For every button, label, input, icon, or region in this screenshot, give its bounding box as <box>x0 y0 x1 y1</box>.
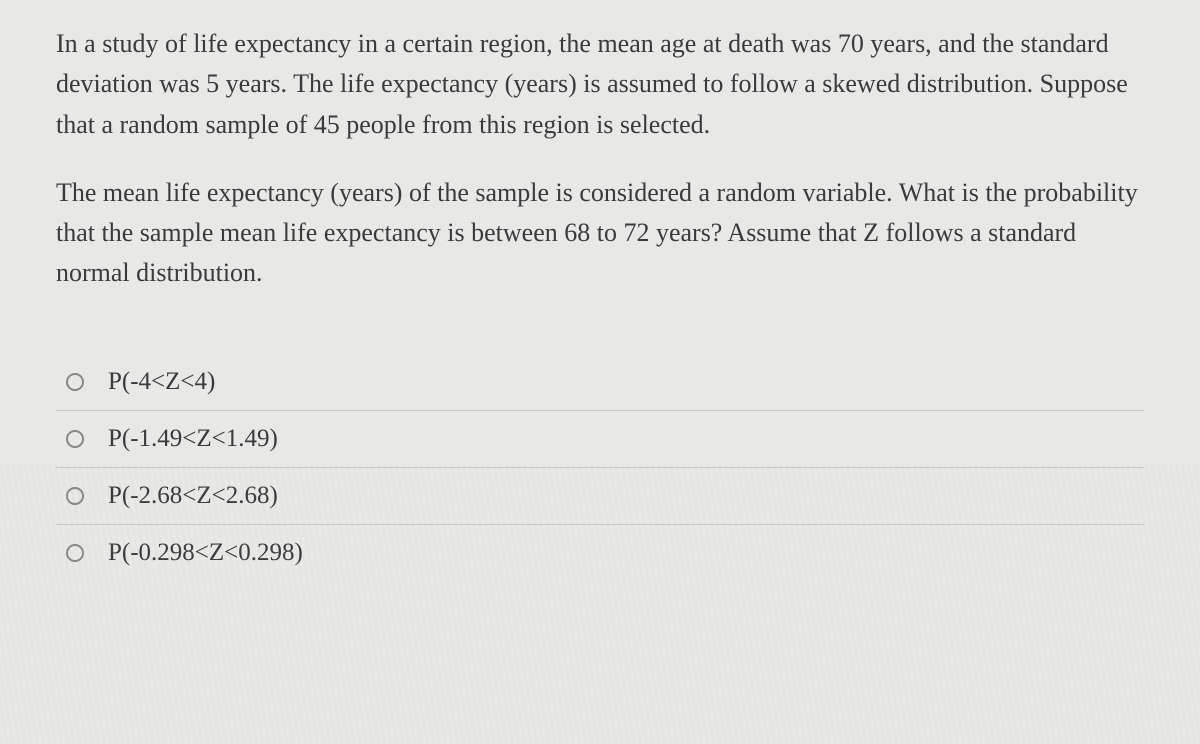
option-label: P(-1.49<Z<1.49) <box>108 425 278 453</box>
option-row[interactable]: P(-2.68<Z<2.68) <box>56 468 1144 525</box>
radio-icon[interactable] <box>66 544 84 562</box>
option-label: P(-0.298<Z<0.298) <box>108 539 303 567</box>
radio-icon[interactable] <box>66 487 84 505</box>
option-label: P(-4<Z<4) <box>108 368 215 396</box>
option-label: P(-2.68<Z<2.68) <box>108 482 278 510</box>
question-paragraph-2: The mean life expectancy (years) of the … <box>56 173 1144 294</box>
option-row[interactable]: P(-1.49<Z<1.49) <box>56 411 1144 468</box>
option-row[interactable]: P(-0.298<Z<0.298) <box>56 525 1144 581</box>
option-row[interactable]: P(-4<Z<4) <box>56 354 1144 411</box>
radio-icon[interactable] <box>66 430 84 448</box>
radio-icon[interactable] <box>66 373 84 391</box>
question-paragraph-1: In a study of life expectancy in a certa… <box>56 24 1144 145</box>
options-list: P(-4<Z<4) P(-1.49<Z<1.49) P(-2.68<Z<2.68… <box>56 354 1144 581</box>
